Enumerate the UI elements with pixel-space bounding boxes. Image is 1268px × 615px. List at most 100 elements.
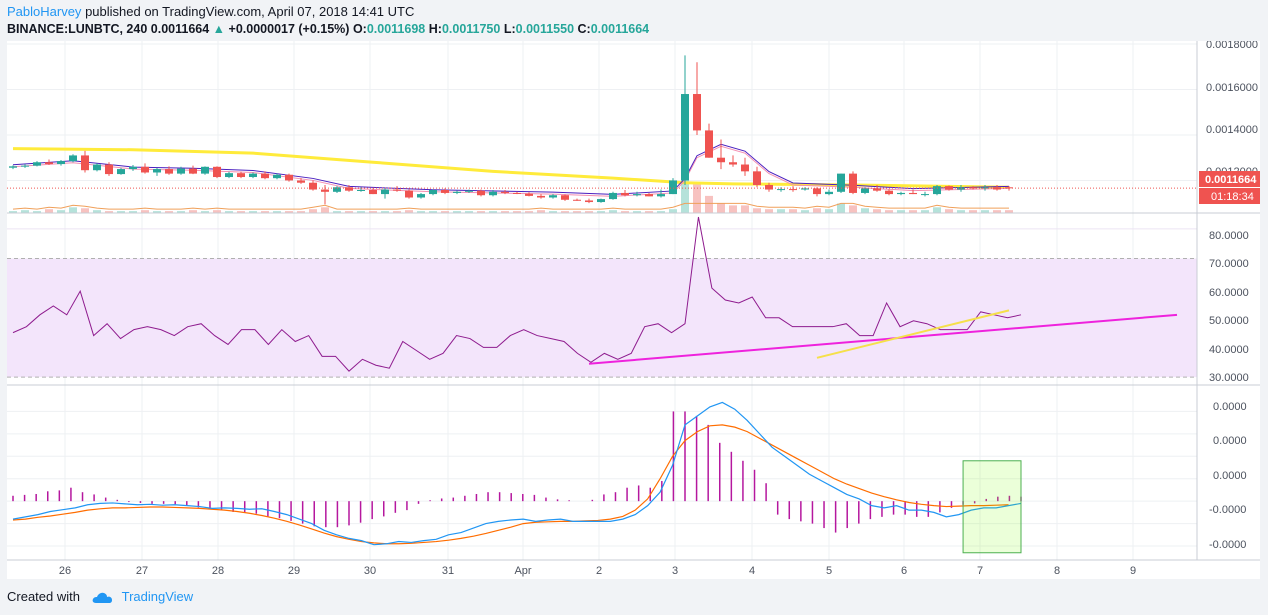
candle-body	[561, 195, 569, 200]
candle-body	[141, 166, 149, 173]
candle-body	[909, 192, 917, 195]
last-price: 0.0011664	[150, 22, 210, 36]
candle-body	[885, 190, 893, 195]
candle-body	[753, 171, 761, 185]
volume-bar	[297, 211, 305, 213]
volume-bar	[837, 203, 845, 213]
volume-bar	[573, 211, 581, 213]
candle-body	[933, 186, 941, 195]
candle-body	[789, 189, 797, 191]
volume-bar	[309, 209, 317, 213]
chart-svg[interactable]: 0.0018000 0.0016000 0.0014000 0.0012000 …	[7, 39, 1260, 579]
volume-bar	[717, 203, 725, 213]
macd-tick: 0.0000	[1213, 401, 1247, 413]
volume-bar	[237, 211, 245, 213]
open-value: 0.0011698	[366, 22, 426, 36]
time-label: 4	[749, 565, 755, 577]
rsi-trendline-magenta	[588, 313, 1178, 365]
volume-bar	[93, 210, 101, 213]
candle-body	[849, 173, 857, 193]
volume-bar	[741, 205, 749, 213]
candle-body	[837, 173, 845, 192]
author-link[interactable]: PabloHarvey	[7, 4, 82, 19]
volume-bar	[141, 210, 149, 213]
candle-body	[381, 189, 389, 195]
last-price-badge-label: 0.0011664	[1205, 174, 1257, 186]
macd-pane[interactable]	[12, 401, 1022, 554]
candle-body	[429, 189, 437, 195]
volume-bar	[681, 175, 689, 213]
price-tick: 0.0018000	[1206, 41, 1258, 51]
candle-body	[693, 94, 701, 131]
candle-body	[297, 180, 305, 183]
candle-body	[405, 190, 413, 198]
rsi-tick: 30.0000	[1209, 372, 1249, 384]
volume-bar	[333, 211, 341, 213]
volume-bar	[789, 209, 797, 213]
last-price-badge	[1199, 171, 1260, 187]
volume-bar	[609, 210, 617, 213]
time-label: 27	[136, 565, 148, 577]
candle-body	[609, 192, 617, 200]
tradingview-brand-link[interactable]: TradingView	[121, 589, 194, 604]
volume-bar	[165, 211, 173, 213]
volume-bar	[957, 210, 965, 213]
low-label: L:	[503, 22, 516, 36]
macd-tick: -0.0000	[1209, 504, 1246, 516]
price-pane[interactable]	[7, 55, 1197, 213]
candle-body	[105, 164, 113, 175]
candle-body	[873, 188, 881, 191]
rsi-band	[7, 258, 1197, 378]
candle-body	[621, 192, 629, 196]
rsi-tick: 80.0000	[1209, 230, 1249, 242]
volume-bar	[465, 211, 473, 213]
rsi-trendline-yellow	[816, 309, 1010, 359]
time-label: 29	[288, 565, 300, 577]
volume-bar	[153, 211, 161, 213]
candle-body	[129, 166, 137, 170]
candle-body	[669, 180, 677, 195]
candle-body	[21, 165, 29, 167]
publish-line: PabloHarvey published on TradingView.com…	[7, 4, 414, 19]
candle-body	[189, 168, 197, 174]
volume-bar	[213, 210, 221, 213]
chart-area[interactable]: 0.0018000 0.0016000 0.0014000 0.0012000 …	[7, 39, 1260, 579]
close-value: 0.0011664	[590, 22, 650, 36]
candle-body	[573, 199, 581, 201]
candle-body	[225, 173, 233, 178]
macd-highlight-box	[962, 460, 1022, 554]
volume-bar	[429, 211, 437, 213]
volume-bar	[897, 210, 905, 213]
volume-bar	[981, 210, 989, 213]
volume-bar	[513, 211, 521, 213]
candle-body	[201, 166, 209, 174]
volume-bar	[549, 211, 557, 213]
price-tick: 0.0016000	[1206, 82, 1258, 94]
volume-bar	[357, 211, 365, 213]
volume-bar	[645, 211, 653, 213]
candle-body	[249, 173, 257, 178]
high-label: H:	[428, 22, 442, 36]
candle-body	[705, 130, 713, 158]
volume-bar	[621, 211, 629, 213]
candle-body	[861, 188, 869, 193]
countdown-badge	[1199, 188, 1260, 204]
symbol-label: BINANCE:LUNBTC, 240	[7, 22, 148, 36]
candle-body	[681, 94, 689, 181]
axes: 0.0018000 0.0016000 0.0014000 0.0012000 …	[7, 39, 1260, 561]
candle-body	[309, 182, 317, 190]
volume-bar	[201, 211, 209, 213]
candle-body	[453, 191, 461, 193]
volume-bar	[933, 207, 941, 213]
volume-bar	[849, 205, 857, 213]
volume-bar	[657, 211, 665, 213]
candle-body	[81, 155, 89, 171]
volume-bar	[105, 211, 113, 213]
candle-body	[261, 173, 269, 179]
volume-bar	[885, 210, 893, 213]
candle-body	[921, 194, 929, 196]
volume-bar	[801, 210, 809, 213]
rsi-pane[interactable]	[7, 216, 1197, 378]
volume-bar	[525, 211, 533, 213]
volume-bar	[177, 211, 185, 213]
